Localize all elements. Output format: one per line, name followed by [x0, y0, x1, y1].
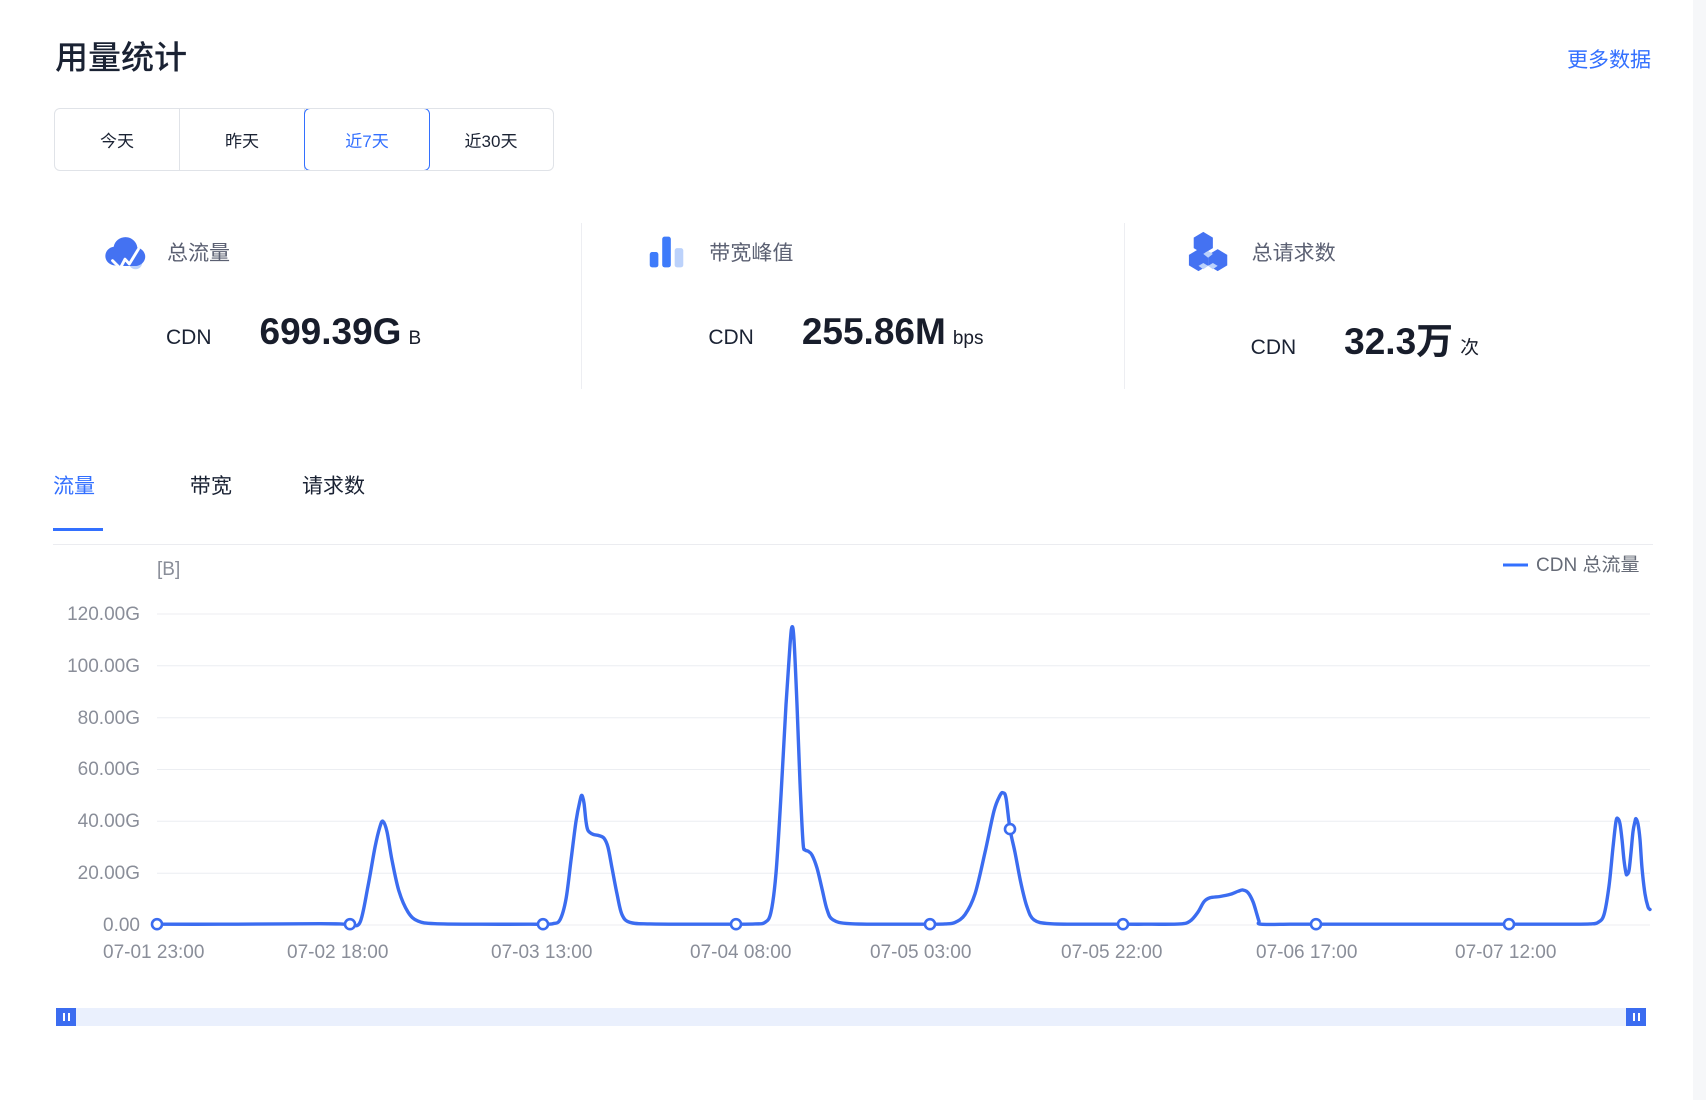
svg-text:07-02 18:00: 07-02 18:00: [287, 942, 388, 963]
svg-text:80.00G: 80.00G: [78, 708, 140, 729]
svg-text:07-06 17:00: 07-06 17:00: [1256, 942, 1357, 963]
svg-text:100.00G: 100.00G: [67, 656, 140, 677]
svg-text:CDN 总流量: CDN 总流量: [1536, 555, 1639, 576]
svg-text:07-03 13:00: 07-03 13:00: [491, 942, 592, 963]
svg-text:120.00G: 120.00G: [67, 604, 140, 625]
svg-text:07-05 22:00: 07-05 22:00: [1061, 942, 1162, 963]
svg-text:0.00: 0.00: [103, 915, 140, 936]
svg-text:[B]: [B]: [157, 559, 180, 580]
svg-text:40.00G: 40.00G: [78, 811, 140, 832]
svg-text:07-05 03:00: 07-05 03:00: [870, 942, 971, 963]
svg-text:07-01 23:00: 07-01 23:00: [103, 942, 204, 963]
svg-text:07-04 08:00: 07-04 08:00: [690, 942, 791, 963]
svg-text:60.00G: 60.00G: [78, 759, 140, 780]
svg-text:07-07 12:00: 07-07 12:00: [1455, 942, 1556, 963]
svg-text:20.00G: 20.00G: [78, 863, 140, 884]
